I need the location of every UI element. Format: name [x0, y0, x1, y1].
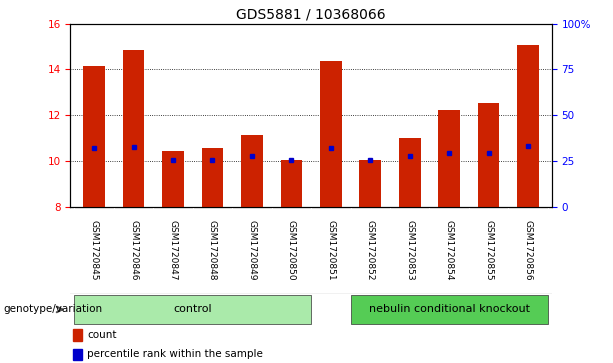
Text: GSM1720854: GSM1720854 — [444, 220, 454, 281]
Bar — [241, 135, 263, 207]
Text: GSM1720855: GSM1720855 — [484, 220, 493, 281]
Bar — [162, 151, 184, 207]
Text: GSM1720849: GSM1720849 — [248, 220, 256, 281]
Text: GSM1720852: GSM1720852 — [366, 220, 375, 281]
Bar — [202, 148, 223, 207]
Bar — [73, 330, 82, 341]
Title: GDS5881 / 10368066: GDS5881 / 10368066 — [236, 7, 386, 21]
Bar — [478, 103, 500, 207]
Bar — [320, 61, 341, 207]
Text: genotype/variation: genotype/variation — [3, 305, 102, 314]
Text: GSM1720850: GSM1720850 — [287, 220, 296, 281]
Bar — [438, 110, 460, 207]
Text: GSM1720846: GSM1720846 — [129, 220, 138, 281]
Bar — [351, 295, 548, 324]
Text: GSM1720845: GSM1720845 — [89, 220, 99, 281]
Text: percentile rank within the sample: percentile rank within the sample — [87, 349, 263, 359]
Text: count: count — [87, 330, 117, 340]
Text: GSM1720848: GSM1720848 — [208, 220, 217, 281]
Bar — [74, 295, 311, 324]
Text: GSM1720853: GSM1720853 — [405, 220, 414, 281]
Text: control: control — [173, 305, 212, 314]
Text: GSM1720856: GSM1720856 — [524, 220, 533, 281]
Bar — [83, 66, 105, 207]
Bar — [123, 50, 145, 207]
Bar — [281, 160, 302, 207]
Text: GSM1720847: GSM1720847 — [169, 220, 178, 281]
Bar — [517, 45, 539, 207]
Text: GSM1720851: GSM1720851 — [326, 220, 335, 281]
Text: nebulin conditional knockout: nebulin conditional knockout — [368, 305, 530, 314]
Bar — [73, 348, 82, 360]
Bar — [359, 160, 381, 207]
Bar — [399, 138, 421, 207]
